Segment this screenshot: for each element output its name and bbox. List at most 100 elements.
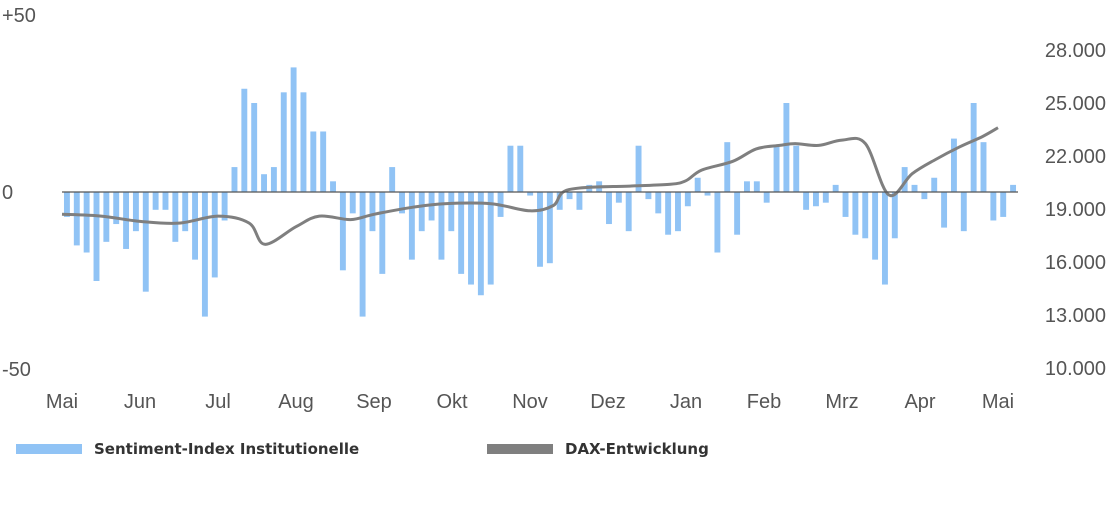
sentiment-bar [872,192,879,260]
sentiment-bar [330,181,336,192]
sentiment-bar [379,192,386,274]
x-tick-label: Mrz [825,391,858,413]
left-tick-label: +50 [2,5,36,27]
sentiment-bar [862,192,869,239]
sentiment-bar [477,192,484,296]
sentiment-bar [172,192,179,242]
x-tick-label: Okt [436,391,468,413]
sentiment-bar [63,192,70,217]
right-tick-label: 13.000 [1045,305,1106,327]
sentiment-bar [941,192,948,228]
sentiment-bar [290,67,297,192]
sentiment-bar [399,192,405,214]
sentiment-bar [261,174,267,192]
sentiment-bar [813,192,819,207]
sentiment-bar [113,192,120,225]
sentiment-bars [63,67,1017,317]
sentiment-bar [566,192,573,200]
sentiment-bar [704,192,711,196]
sentiment-bar [724,142,731,192]
legend-item-sentiment: Sentiment-Index Institutionelle [16,440,359,458]
sentiment-bar [507,145,514,192]
x-tick-label: Dez [590,391,626,413]
legend-item-dax: DAX-Entwicklung [487,440,709,458]
x-tick-label: Jan [670,391,702,413]
sentiment-bar [684,192,691,207]
sentiment-bar [221,192,228,221]
x-tick-label: Mai [982,391,1014,413]
sentiment-bar [950,138,957,192]
sentiment-bar [714,192,721,253]
sentiment-bar [162,192,169,210]
sentiment-bar [152,192,159,210]
right-tick-label: 28.000 [1045,40,1106,62]
sentiment-bar [665,192,672,235]
sentiment-bar [606,192,612,225]
sentiment-bar [73,192,80,246]
sentiment-bar [911,184,918,192]
sentiment-bar [320,131,327,192]
legend-swatch-line [487,444,553,454]
sentiment-bar [1010,184,1017,192]
left-tick-label: 0 [2,182,13,204]
sentiment-bar [389,167,396,192]
sentiment-bar [970,103,977,192]
sentiment-bar [852,192,859,235]
x-tick-label: Sep [356,391,392,413]
sentiment-bar [625,192,632,232]
sentiment-bar [783,103,790,192]
sentiment-bar [438,192,445,260]
sentiment-bar [1000,192,1007,217]
sentiment-bar [132,192,139,232]
right-tick-label: 22.000 [1045,146,1106,168]
right-tick-label: 16.000 [1045,252,1106,274]
sentiment-bar [734,192,741,235]
sentiment-bar [93,192,100,281]
sentiment-bar [241,88,248,192]
sentiment-bar [408,192,415,260]
sentiment-bar [458,192,465,274]
legend-label-dax: DAX-Entwicklung [565,440,709,458]
legend-swatch-bars [16,444,82,454]
legend-label-sentiment: Sentiment-Index Institutionelle [94,440,360,458]
right-tick-label: 19.000 [1045,199,1106,221]
sentiment-bar [300,92,307,192]
sentiment-bar [694,177,701,192]
sentiment-bar [980,142,987,192]
sentiment-bar [251,103,258,192]
left-tick-label: -50 [2,359,31,381]
sentiment-bar [990,192,997,221]
sentiment-bar [901,167,908,192]
sentiment-bar [428,192,435,221]
sentiment-bar [359,192,366,317]
sentiment-bar [211,192,218,278]
x-tick-label: Nov [512,391,548,413]
sentiment-bar [201,192,208,317]
sentiment-bar [921,192,928,200]
sentiment-bar [645,192,652,200]
sentiment-bar [753,181,760,192]
sentiment-bar [418,192,425,232]
dax-line [61,126,999,246]
left-axis-ticks: +50 0 -50 [2,5,36,381]
x-tick-label: Feb [747,391,781,413]
sentiment-bar [537,192,543,267]
sentiment-bar [832,184,839,192]
sentiment-bar [487,192,494,285]
sentiment-bar [744,181,750,192]
sentiment-bar [556,192,563,210]
sentiment-bar [468,192,474,285]
sentiment-bar [83,192,90,253]
sentiment-bar [960,192,967,232]
sentiment-bar [891,192,898,239]
right-tick-label: 25.000 [1045,93,1106,115]
sentiment-bar [546,192,553,264]
x-axis-ticks: Mai Jun Jul Aug Sep Okt Nov Dez Jan Feb Mrz Apr Mai [46,391,1014,413]
sentiment-bar [310,131,317,192]
sentiment-bar [931,177,938,192]
right-axis-ticks: 28.000 25.000 22.000 19.000 16.000 13.000 10.0… [1045,40,1106,380]
sentiment-bar [763,192,770,203]
sentiment-bar [655,192,662,214]
sentiment-bar [527,192,534,196]
sentiment-bar [349,192,356,214]
